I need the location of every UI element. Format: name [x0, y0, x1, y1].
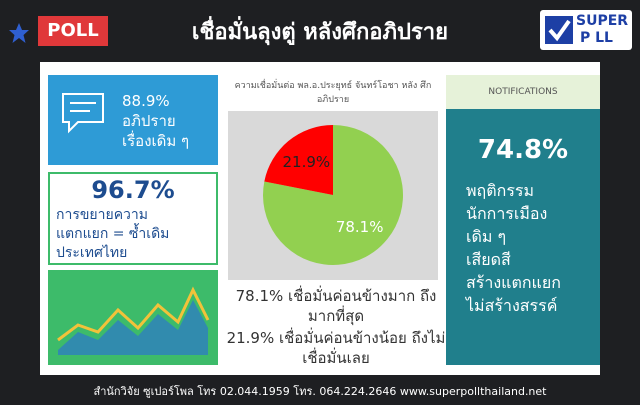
slice-label: 78.1% [336, 218, 384, 236]
text-line: ประเทศไทย [56, 245, 128, 261]
star-icon [9, 23, 29, 43]
stat-text-1: 88.9% อภิปราย เรื่องเดิม ๆ [122, 91, 189, 151]
pie-chart: 78.1% 21.9% [263, 125, 403, 265]
logo-bottom: P LL [580, 30, 613, 46]
notification-header: NOTIFICATIONS [446, 75, 600, 109]
text-line: สร้างแตกแยก [466, 273, 561, 292]
text-line: อภิปราย [122, 112, 176, 130]
decor-chart [48, 270, 218, 365]
logo: SUPER P LL [540, 10, 632, 50]
legend-entry: 78.1% เชื่อมั่นค่อนข้างมาก ถึงมากที่สุด [226, 286, 446, 326]
slice-label: 21.9% [283, 153, 331, 171]
logo-top: SUPER [576, 13, 629, 29]
notification-text: พฤติกรรม นักการเมือง เดิม ๆ เสียดสี สร้า… [466, 179, 561, 317]
legend-entry: 21.9% เชื่อมั่นค่อนข้างน้อย ถึงไม่เชื่อม… [226, 328, 446, 368]
page-title: เชื่อมั่นลุงตู่ หลังศึกอภิปราย [191, 20, 449, 45]
percent: 74.8% [477, 135, 569, 165]
percent: 88.9% [122, 92, 170, 110]
text-line: เสียดสี [466, 250, 511, 269]
chat-icon [62, 93, 104, 134]
legend-label: เชื่อมั่นค่อนข้างน้อย ถึงไม่เชื่อมั่นเลย [279, 329, 446, 367]
stat-box-1: 88.9% อภิปราย เรื่องเดิม ๆ [48, 75, 218, 165]
text-line: พฤติกรรม [466, 181, 535, 200]
text-line: ไม่สร้างสรรค์ [466, 296, 558, 315]
text-line: เดิม ๆ [466, 227, 507, 246]
pie-slice [264, 125, 333, 195]
notification-panel: NOTIFICATIONS 74.8% พฤติกรรม นักการเมือง… [446, 75, 600, 365]
text-line: แตกแยก = ซ้ำเดิม [56, 226, 170, 242]
legend-label: เชื่อมั่นค่อนข้างมาก ถึงมากที่สุด [288, 287, 437, 325]
chart-title: ความเชื่อมั่นต่อ พล.อ.ประยุทธ์ จันทร์โอช… [228, 75, 438, 111]
text-line: เรื่องเดิม ๆ [122, 132, 190, 150]
pie-panel: ความเชื่อมั่นต่อ พล.อ.ประยุทธ์ จันทร์โอช… [228, 75, 438, 280]
footer: สำนักวิจัย ซูเปอร์โพล โทร 02.044.1959 โท… [93, 385, 547, 398]
poll-badge: POLL [38, 16, 108, 46]
legend-value: 78.1% [235, 287, 284, 305]
percent: 96.7% [91, 176, 175, 204]
stat-box-2: 96.7% การขยายความ แตกแยก = ซ้ำเดิม ประเท… [48, 172, 218, 265]
logo-check [545, 16, 573, 44]
text-line: นักการเมือง [466, 204, 548, 223]
stat-text-2: การขยายความ แตกแยก = ซ้ำเดิม ประเทศไทย [56, 206, 169, 263]
legend: 78.1% เชื่อมั่นค่อนข้างมาก ถึงมากที่สุด 2… [226, 286, 446, 370]
legend-value: 21.9% [226, 329, 275, 347]
text-line: การขยายความ [56, 207, 149, 223]
